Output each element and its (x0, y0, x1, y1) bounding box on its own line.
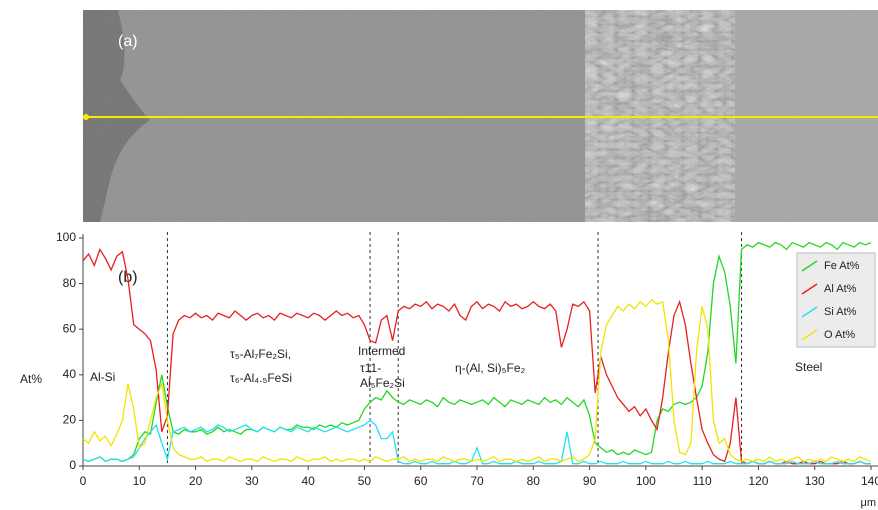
x-tick-label: 90 (583, 474, 597, 488)
x-tick-label: 80 (527, 474, 541, 488)
series-line (82, 419, 871, 465)
x-tick-label: 60 (414, 474, 428, 488)
y-tick-label: 80 (63, 276, 77, 290)
series-line (82, 241, 872, 463)
legend-swatch (801, 260, 818, 272)
phase-label: τ11- (360, 361, 381, 375)
phase-label: η-(Al, Si)₅Fe₂ (455, 361, 526, 375)
x-axis-label: μm (860, 497, 876, 509)
phase-label: τ₅-Al₇Fe₂Si, (230, 347, 291, 361)
series-line (82, 298, 872, 463)
x-tick-label: 20 (189, 474, 203, 488)
y-axis-label: At% (20, 372, 42, 386)
x-tick-label: 0 (80, 474, 87, 488)
legend-label: Al At% (824, 283, 857, 295)
legend-label: Fe At% (824, 260, 860, 272)
y-tick-label: 0 (69, 458, 76, 472)
phase-label: Al-Si (90, 370, 115, 384)
x-tick-label: 140 (861, 474, 878, 488)
legend-swatch (801, 283, 818, 295)
y-tick-label: 100 (56, 230, 76, 244)
x-tick-label: 120 (748, 474, 768, 488)
x-tick-label: 30 (245, 474, 259, 488)
phase-label: Intermed (358, 344, 405, 358)
series-line (82, 247, 871, 465)
legend-label: O At% (824, 329, 855, 341)
legend-swatch (801, 329, 818, 341)
phase-label: τ₆-Al₄.₅FeSi (230, 371, 292, 385)
x-tick-label: 50 (358, 474, 372, 488)
x-tick-label: 110 (693, 474, 712, 488)
legend-swatch (801, 306, 818, 318)
y-tick-label: 20 (63, 413, 77, 427)
x-tick-label: 130 (805, 474, 825, 488)
y-tick-label: 40 (63, 367, 77, 381)
sem-image: (a) (83, 10, 878, 222)
phase-label: Steel (795, 360, 822, 374)
legend-label: Si At% (824, 306, 857, 318)
x-tick-label: 70 (470, 474, 484, 488)
image-label: (a) (118, 33, 138, 50)
x-tick-label: 40 (301, 474, 315, 488)
x-tick-label: 100 (636, 474, 656, 488)
phase-label: Al₅Fe₂Si (360, 376, 405, 390)
x-tick-label: 10 (133, 474, 147, 488)
legend-box (796, 252, 876, 348)
y-tick-label: 60 (63, 321, 77, 335)
